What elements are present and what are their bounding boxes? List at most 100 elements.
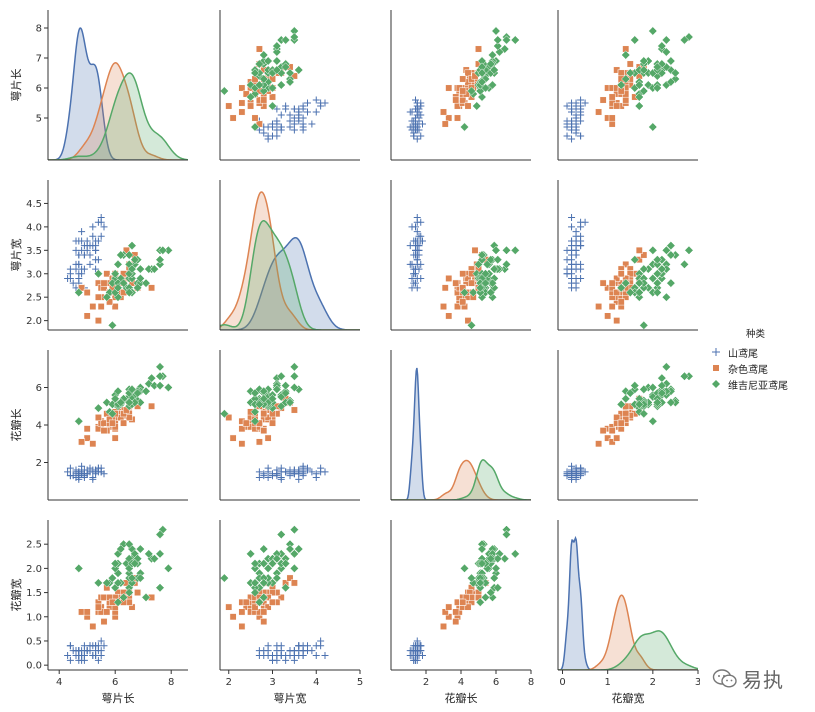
scatter-point-plus [577,105,585,113]
scatter-point-plus [412,96,419,104]
panel-0-1 [219,10,360,161]
scatter-point-diamond [679,35,690,45]
plus-marker-icon [706,346,728,358]
scatter-point-diamond [666,56,676,66]
scatter-point-diamond [246,549,256,559]
scatter-point-plus [415,251,423,259]
scatter-point-square [622,96,630,104]
scatter-point-diamond [652,278,662,288]
scatter-point-diamond [113,386,123,396]
scatter-point-diamond [272,573,282,583]
scatter-point-square [441,120,449,128]
panel-1-3 [557,180,698,331]
scatter-point-diamond [491,563,501,573]
scatter-point-square [286,574,294,582]
x-axis-label: 萼片长 [102,692,135,705]
scatter-point-diamond [113,578,123,588]
scatter-point-diamond [250,388,260,398]
scatter-point-diamond [666,250,676,260]
scatter-point-plus [419,120,426,128]
scatter-point-square [148,284,156,292]
scatter-point-square [264,414,272,421]
scatter-point-diamond [250,578,260,588]
scatter-point-diamond [648,122,658,132]
scatter-point-diamond [259,592,269,602]
scatter-point-plus [94,656,102,664]
panel-2-0: 2 4 6 花瓣长 [9,350,188,501]
legend: 种类 山鸢尾 杂色鸢尾 维吉尼亚鸢尾 [706,326,788,392]
scatter-point-diamond [493,255,503,265]
scatter-point-plus [563,132,571,140]
kde-fill [391,368,531,500]
scatter-point-diamond [477,544,487,554]
kde-line [220,237,360,330]
scatter-point-plus [97,637,105,645]
scatter-point-plus [563,472,571,480]
scatter-point-square [125,414,133,421]
scatter-point-diamond [648,26,658,36]
scatter-point-square [441,284,449,292]
scatter-point-plus [264,474,272,481]
scatter-point-diamond [246,386,256,396]
panel-2-3 [557,350,698,501]
kde-line [48,72,188,160]
scatter-point-diamond [135,264,145,274]
scatter-point-diamond [480,592,491,602]
scatter-point-square [464,69,472,77]
scatter-point-diamond [263,563,273,573]
scatter-point-diamond [149,554,159,564]
panel-2-1 [219,350,360,501]
scatter-point-square [635,246,643,254]
scatter-point-square [445,84,453,92]
scatter-point-square [134,589,142,597]
scatter-point-square [247,102,255,110]
scatter-point-diamond [267,394,278,404]
scatter-point-plus [299,468,307,476]
scatter-point-square [229,434,237,442]
scatter-point-diamond [281,62,291,72]
scatter-point-plus [563,270,571,278]
scatter-point-diamond [679,259,690,269]
scatter-point-square [100,427,108,435]
scatter-point-plus [413,218,421,226]
scatter-point-square [599,427,607,435]
scatter-point-square [441,608,449,616]
legend-label-setosa: 山鸢尾 [728,348,758,360]
scatter-point-plus [417,274,425,282]
legend-label-versicolor: 杂色鸢尾 [728,364,768,376]
x-tick-label: 6 [112,677,118,688]
scatter-point-diamond [254,399,264,409]
scatter-point-diamond [684,245,694,255]
scatter-point-square [445,603,453,611]
scatter-point-diamond [477,250,487,260]
scatter-point-square [459,270,467,278]
scatter-point-plus [410,656,418,664]
scatter-point-plus [64,468,72,476]
scatter-point-square [613,289,621,296]
scatter-point-plus [86,242,94,250]
scatter-point-diamond [634,101,644,111]
scatter-point-plus [97,218,105,226]
scatter-point-plus [66,270,74,278]
panel-0-2 [390,10,531,161]
scatter-point-square [595,440,603,448]
scatter-point-diamond [621,50,631,60]
scatter-point-diamond [486,59,496,69]
scatter-point-plus [83,246,91,254]
scatter-point-diamond [501,245,512,255]
scatter-point-diamond [110,269,120,279]
y-tick-label: 2 [36,458,42,469]
scatter-point-square [613,274,621,282]
scatter-point-diamond [652,83,662,93]
scatter-point-plus [563,246,571,254]
scatter-point-plus [290,105,298,113]
scatter-point-plus [568,214,576,221]
scatter-point-diamond [475,597,485,607]
scatter-point-diamond [652,287,662,298]
scatter-point-square [229,613,237,621]
scatter-point-diamond [639,86,649,96]
scatter-point-plus [78,462,86,470]
scatter-point-diamond [155,529,165,540]
panel-2-2 [390,350,531,501]
scatter-point-square [238,84,246,92]
